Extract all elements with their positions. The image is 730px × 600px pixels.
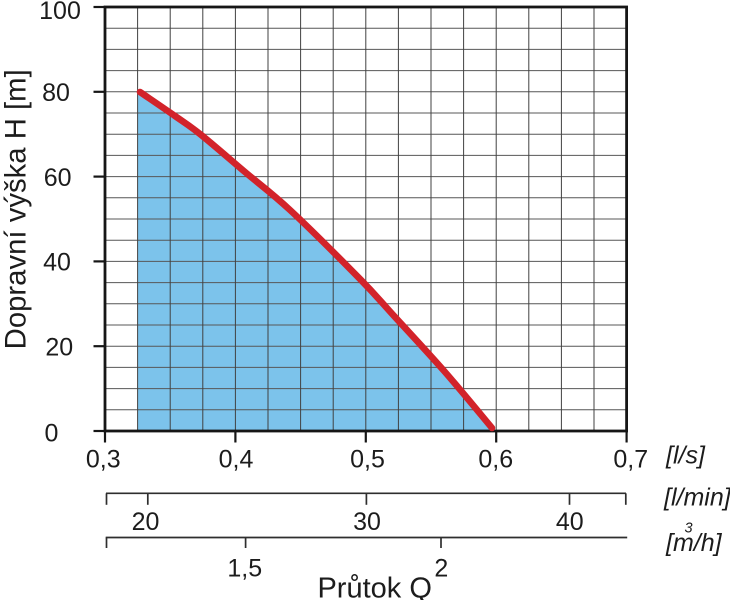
svg-text:3: 3: [685, 521, 693, 537]
svg-text:[l/s]: [l/s]: [665, 442, 706, 470]
svg-text:20: 20: [132, 508, 160, 536]
svg-text:0,5: 0,5: [350, 446, 385, 474]
svg-text:30: 30: [353, 508, 381, 536]
svg-text:0: 0: [45, 419, 59, 447]
svg-text:0,7: 0,7: [613, 446, 648, 474]
svg-text:20: 20: [45, 334, 73, 362]
svg-text:0,3: 0,3: [86, 446, 121, 474]
svg-text:40: 40: [556, 508, 584, 536]
svg-text:0,6: 0,6: [478, 446, 513, 474]
svg-text:[l/min]: [l/min]: [663, 484, 730, 512]
svg-text:Dopravní výška H [m]: Dopravní výška H [m]: [0, 69, 33, 349]
svg-text:60: 60: [44, 164, 72, 192]
svg-text:40: 40: [43, 249, 71, 277]
svg-text:0,4: 0,4: [219, 446, 254, 474]
svg-text:1,5: 1,5: [227, 554, 262, 582]
svg-text:100: 100: [39, 0, 81, 25]
svg-text:80: 80: [42, 79, 70, 107]
svg-text:Průtok Q: Průtok Q: [317, 573, 431, 600]
svg-text:[m/h]: [m/h]: [665, 529, 723, 557]
svg-text:2: 2: [434, 554, 448, 582]
